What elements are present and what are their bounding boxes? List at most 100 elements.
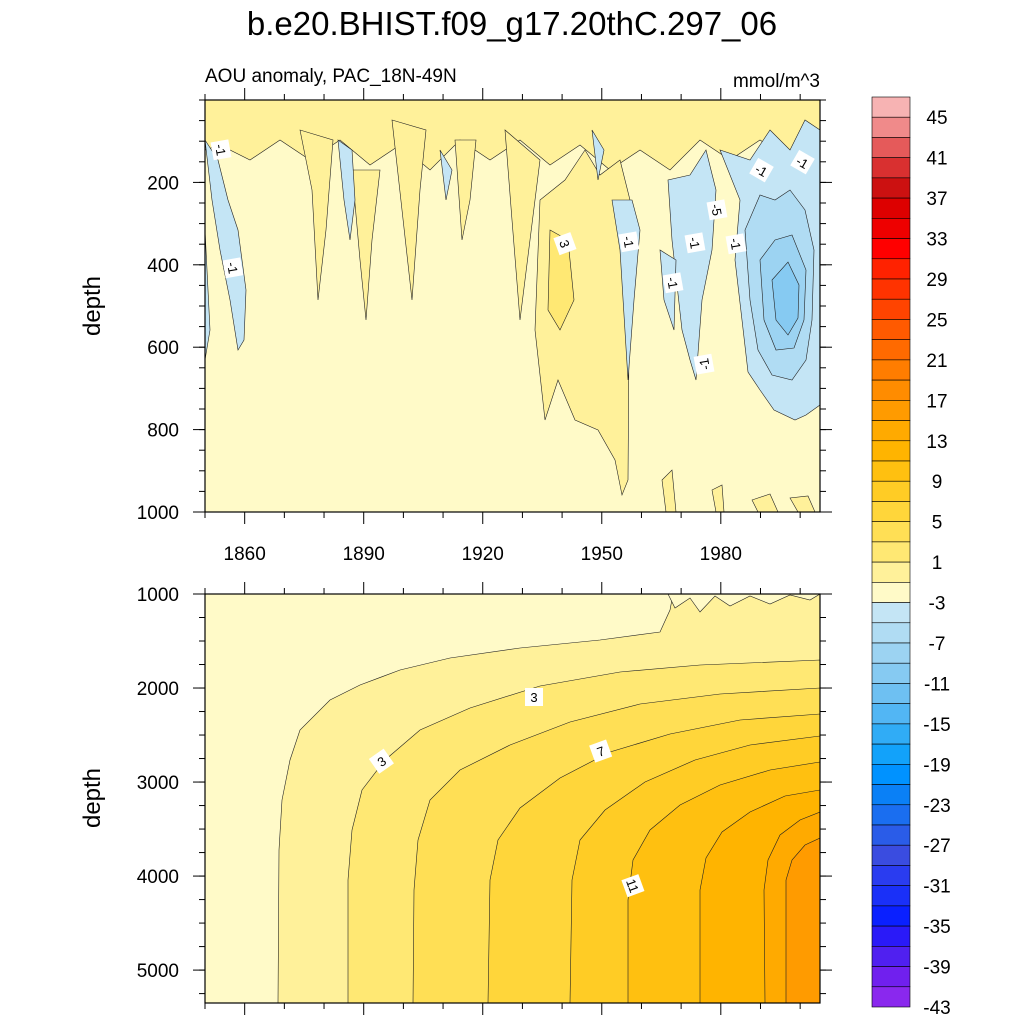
- y-tick-label: 200: [147, 173, 179, 194]
- x-tick-label: 1980: [700, 544, 742, 565]
- contour-label-text: -1: [696, 357, 713, 371]
- colorbar-box: [871, 157, 911, 179]
- upper-y-ticks: 200 400 600 800 1000: [137, 99, 832, 524]
- contour-label-bg: [553, 232, 577, 256]
- colorbar-box: [871, 703, 911, 725]
- colorbar-box: [871, 521, 911, 543]
- colorbar-box: [871, 137, 911, 158]
- colorbar-box: [871, 865, 911, 886]
- contour-label-text: 7: [595, 743, 607, 760]
- colorbar-label: 5: [932, 513, 943, 534]
- colorbar-label: 21: [926, 351, 947, 372]
- colorbar-box: [871, 440, 911, 462]
- y-tick-label: 600: [147, 338, 179, 359]
- colorbar-box: [871, 541, 911, 563]
- y-tick-label: 800: [147, 421, 179, 442]
- contour-label-text: -1: [212, 143, 229, 157]
- colorbar-box: [871, 602, 911, 624]
- contour-label-bg: [618, 231, 640, 253]
- contour-label-text: -1: [686, 236, 703, 250]
- y-tick-label: 1000: [137, 585, 179, 606]
- lower-contour-labels: 3 3 7 11: [368, 688, 645, 898]
- contour-label-bg: [621, 874, 645, 898]
- contour-label: -1: [618, 231, 640, 253]
- colorbar-label: -23: [923, 796, 950, 817]
- contour-label-bg: [222, 257, 244, 279]
- colorbar-box: [871, 683, 911, 704]
- colorbar-box: [871, 339, 911, 361]
- colorbar-label: -31: [923, 877, 950, 898]
- colorbar-labels: 45 41 37 33 29 25 21 17 13 9 5 1 -3 -7 -11 -15 -19 -23 -27…: [923, 108, 950, 1019]
- contour-label: -1: [222, 257, 244, 279]
- contour-label-bg: [693, 353, 715, 375]
- colorbar-box: [871, 804, 911, 826]
- contour-label-text: 3: [530, 690, 537, 705]
- lower-y-axis-label: depth: [79, 768, 106, 828]
- colorbar-box: [871, 844, 911, 866]
- contour-label: 3: [553, 232, 577, 256]
- contour-label-text: -1: [620, 235, 637, 249]
- colorbar-box: [871, 480, 911, 502]
- colorbar-label: -43: [923, 998, 950, 1019]
- colorbar-box: [871, 359, 911, 381]
- colorbar-label: 9: [932, 472, 943, 493]
- upper-contour-labels: -1 3 -1 -1 -1 -1 -5 -1 -1 -1 -1: [210, 139, 815, 375]
- lower-y-ticks: 1000 2000 3000 4000 5000: [137, 585, 832, 995]
- colorbar-label: -35: [923, 917, 950, 938]
- contour-label: -1: [210, 139, 232, 161]
- colorbar-label: -27: [923, 836, 950, 857]
- x-tick-label: 1890: [343, 544, 385, 565]
- colorbar-box: [871, 582, 911, 603]
- upper-y-axis-label: depth: [79, 276, 106, 336]
- colorbar-box: [871, 885, 911, 907]
- contour-label: -1: [790, 149, 815, 175]
- colorbar-box: [871, 946, 911, 967]
- contour-label-bg: [749, 157, 774, 183]
- chart-title: b.e20.BHIST.f09_g17.20thC.297_06: [247, 5, 777, 42]
- colorbar-box: [871, 278, 911, 300]
- colorbar-label: 37: [926, 189, 947, 210]
- colorbar-box: [871, 824, 911, 846]
- contour-label-bg: [706, 199, 728, 221]
- contour-label: -1: [684, 232, 706, 254]
- colorbar-box: [871, 400, 911, 421]
- colorbar-box: [871, 258, 911, 280]
- colorbar-box: [871, 905, 911, 927]
- contour-label-text: -5: [708, 203, 725, 217]
- colorbar-box: [871, 177, 911, 199]
- colorbar-label: 13: [926, 432, 947, 453]
- contour-label: -1: [662, 272, 684, 294]
- colorbar-box: [871, 642, 911, 664]
- subtitle-left: AOU anomaly, PAC_18N-49N: [205, 66, 457, 87]
- contour-label-bg: [790, 149, 815, 175]
- contour-label-bg: [589, 739, 613, 763]
- colorbar-box: [871, 561, 911, 583]
- contour-label-bg: [725, 233, 747, 255]
- contour-label-text: -1: [727, 237, 744, 251]
- colorbar-box: [871, 460, 911, 482]
- y-tick-label: 3000: [137, 773, 179, 794]
- colorbar-box: [871, 925, 911, 947]
- colorbar-box: [871, 116, 911, 138]
- colorbar-box: [871, 764, 911, 785]
- colorbar-label: -39: [923, 958, 950, 979]
- colorbar-box: [871, 966, 911, 988]
- contour-label-text: 11: [623, 877, 642, 895]
- contour-label: 3: [525, 688, 543, 706]
- colorbar-label: -11: [924, 674, 950, 695]
- y-tick-label: 400: [147, 256, 179, 277]
- colorbar-label: 29: [926, 270, 947, 291]
- y-tick-label: 4000: [137, 867, 179, 888]
- colorbar-label: 33: [926, 230, 947, 251]
- colorbar-box: [871, 298, 911, 320]
- contour-label: 3: [368, 748, 394, 774]
- contour-label-bg: [684, 232, 706, 254]
- contour-label-bg: [368, 748, 394, 774]
- colorbar-box: [871, 986, 911, 1008]
- colorbar-box: [871, 784, 911, 806]
- contour-label: -1: [693, 353, 715, 375]
- contour-label: 11: [621, 874, 645, 898]
- colorbar-box: [871, 743, 911, 765]
- y-tick-label: 1000: [137, 503, 179, 524]
- contour-label: -1: [725, 233, 747, 255]
